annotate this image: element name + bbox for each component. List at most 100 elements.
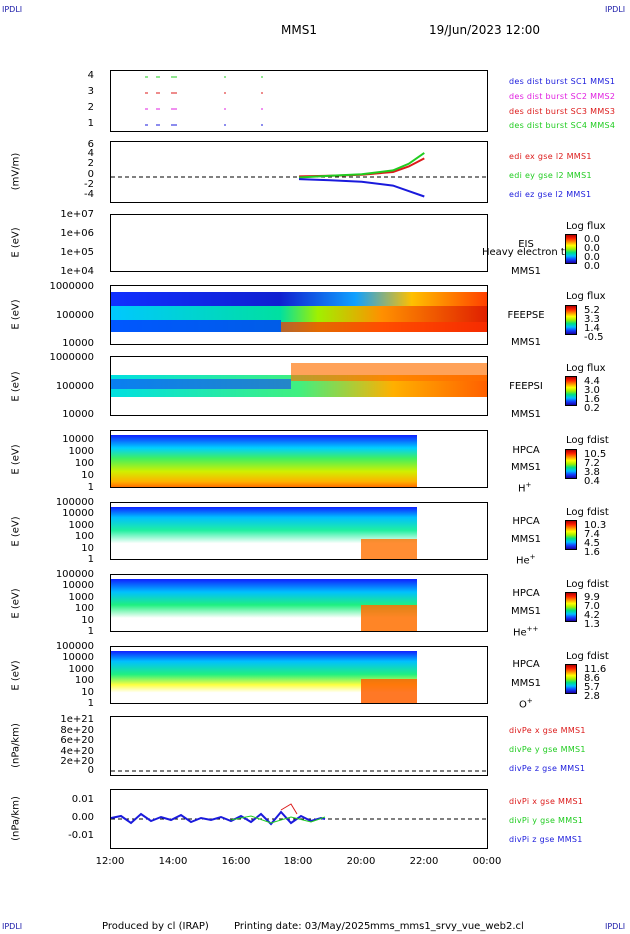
feepsi-panel — [110, 356, 488, 416]
hpca-he-ytick: 100 — [74, 531, 94, 542]
burst-legend-sc4: des dist burst SC4 MMS4 — [509, 121, 616, 130]
hpca-o-spectrogram — [111, 651, 417, 703]
feepsi-cb-val: 4.4 — [584, 376, 600, 387]
hpca-he-cb-val: 4.5 — [584, 538, 600, 549]
feepsi-cb-val: 0.2 — [584, 403, 600, 414]
burst-ytick: 1 — [87, 118, 94, 129]
divpe-ytick: 0 — [87, 765, 94, 776]
feepsi-ytick: 10000 — [62, 409, 94, 420]
feepsi-band-top — [291, 363, 487, 381]
hpca-o-species: O+ — [519, 697, 533, 710]
spacecraft-title: MMS1 — [281, 23, 317, 37]
hpca-o-ytick: 100000 — [55, 641, 94, 652]
hpca-he-cb-val: 10.3 — [584, 520, 607, 531]
hpca-he2-colorbar-title: Log fdist — [566, 579, 609, 590]
corner-mark-top-left: IPDLI — [2, 5, 23, 14]
hpca-o-sc-label: MMS1 — [511, 678, 541, 689]
divpi-z-trace — [110, 810, 326, 826]
burst-ytick: 4 — [87, 70, 94, 81]
hpca-he-species-name: He — [516, 555, 530, 567]
feepsi-colorbar-title: Log flux — [566, 363, 606, 374]
divpi-ytick: -0.01 — [68, 830, 94, 841]
hpca-h-cb-val: 3.8 — [584, 467, 600, 478]
hpca-he-species: He+ — [516, 553, 536, 566]
footer-produced-by: Produced by cl (IRAP) — [102, 921, 209, 932]
divpe-ylabel: (nPa/km) — [10, 723, 22, 768]
feepse-cb-val: -0.5 — [584, 332, 604, 343]
edi-legend-y: edi ey gse l2 MMS1 — [509, 171, 592, 180]
hpca-h-spectrogram — [111, 435, 417, 487]
feepse-spectrogram — [111, 292, 487, 332]
datetime-title: 19/Jun/2023 12:00 — [429, 23, 541, 37]
x-tick-label: 14:00 — [158, 856, 188, 867]
hpca-o-ytick: 10 — [81, 687, 94, 698]
hpca-o-ytick: 100 — [74, 675, 94, 686]
hpca-he-ytick: 100000 — [55, 497, 94, 508]
edi-ytick: -2 — [84, 179, 94, 190]
x-tick-label: 20:00 — [346, 856, 376, 867]
corner-mark-bottom-right: IPDLI — [605, 922, 626, 931]
eis-ylabel: E (eV) — [10, 227, 22, 258]
eis-ytick: 1e+07 — [60, 209, 94, 220]
divpi-y-trace — [230, 815, 326, 824]
edi-panel — [110, 141, 488, 203]
eis-colorbar — [565, 234, 577, 264]
edi-legend-z: edi ez gse l2 MMS1 — [509, 190, 592, 199]
eis-cb-val: 0.0 — [584, 234, 600, 245]
hpca-he2-sc-label: MMS1 — [511, 606, 541, 617]
hpca-he2-species: He++ — [513, 625, 538, 638]
hpca-he-panel — [110, 502, 488, 560]
edi-plot — [111, 152, 487, 198]
hpca-he2-ytick: 1 — [87, 626, 94, 637]
hpca-o-band-low — [361, 679, 417, 703]
hpca-he-spectrogram — [111, 507, 417, 559]
hpca-o-species-charge: + — [526, 697, 533, 705]
hpca-he2-cb-val: 9.9 — [584, 592, 600, 603]
hpca-he2-cb-val: 4.2 — [584, 610, 600, 621]
hpca-he2-ytick: 100000 — [55, 569, 94, 580]
hpca-he2-ytick: 10000 — [62, 580, 94, 591]
edi-ytick: 6 — [87, 139, 94, 150]
hpca-he-colorbar-title: Log fdist — [566, 507, 609, 518]
feepsi-instrument-label: FEEPSI — [509, 381, 543, 392]
hpca-h-colorbar — [565, 449, 577, 479]
hpca-o-ylabel: E (eV) — [10, 660, 22, 691]
hpca-he-ytick: 10000 — [62, 508, 94, 519]
feepsi-cb-val: 1.6 — [584, 394, 600, 405]
eis-colorbar-title: Log flux — [566, 221, 606, 232]
divpe-ytick: 4e+20 — [60, 746, 94, 757]
edi-series-line — [298, 178, 425, 198]
hpca-he-ylabel: E (eV) — [10, 516, 22, 547]
hpca-h-cb-val: 7.2 — [584, 458, 600, 469]
corner-mark-bottom-left: IPDLI — [2, 922, 23, 931]
eis-cb-val: 0.0 — [584, 243, 600, 254]
hpca-he2-cb-val: 1.3 — [584, 619, 600, 630]
divpe-ytick: 8e+20 — [60, 725, 94, 736]
hpca-he2-species-name: He — [513, 627, 527, 639]
hpca-he2-ytick: 10 — [81, 615, 94, 626]
divpe-legend-x: divPe x gse MMS1 — [509, 726, 586, 735]
eis-panel — [110, 214, 488, 272]
edi-ytick: 4 — [87, 148, 94, 159]
burst-legend-sc1: des dist burst SC1 MMS1 — [509, 77, 616, 86]
divpe-plot — [111, 770, 487, 772]
hpca-he2-instrument-label: HPCA — [512, 588, 540, 599]
burst-panel — [110, 70, 488, 132]
hpca-h-ylabel: E (eV) — [10, 444, 22, 475]
hpca-h-ytick: 1000 — [68, 446, 94, 457]
x-tick-label: 00:00 — [472, 856, 502, 867]
burst-plot — [145, 76, 263, 126]
feepse-colorbar — [565, 305, 577, 335]
hpca-o-cb-val: 5.7 — [584, 682, 600, 693]
eis-cb-val: 0.0 — [584, 261, 600, 272]
eis-sc-label: MMS1 — [511, 266, 541, 277]
hpca-o-cb-val: 2.8 — [584, 691, 600, 702]
burst-legend-sc2: des dist burst SC2 MMS2 — [509, 92, 616, 101]
feepse-cb-val: 1.4 — [584, 323, 600, 334]
hpca-he2-colorbar — [565, 592, 577, 622]
hpca-h-ytick: 1 — [87, 482, 94, 493]
burst-ytick: 2 — [87, 102, 94, 113]
hpca-h-sc-label: MMS1 — [511, 462, 541, 473]
hpca-h-species: H+ — [518, 481, 531, 494]
divpi-ytick: 0.01 — [71, 794, 94, 805]
